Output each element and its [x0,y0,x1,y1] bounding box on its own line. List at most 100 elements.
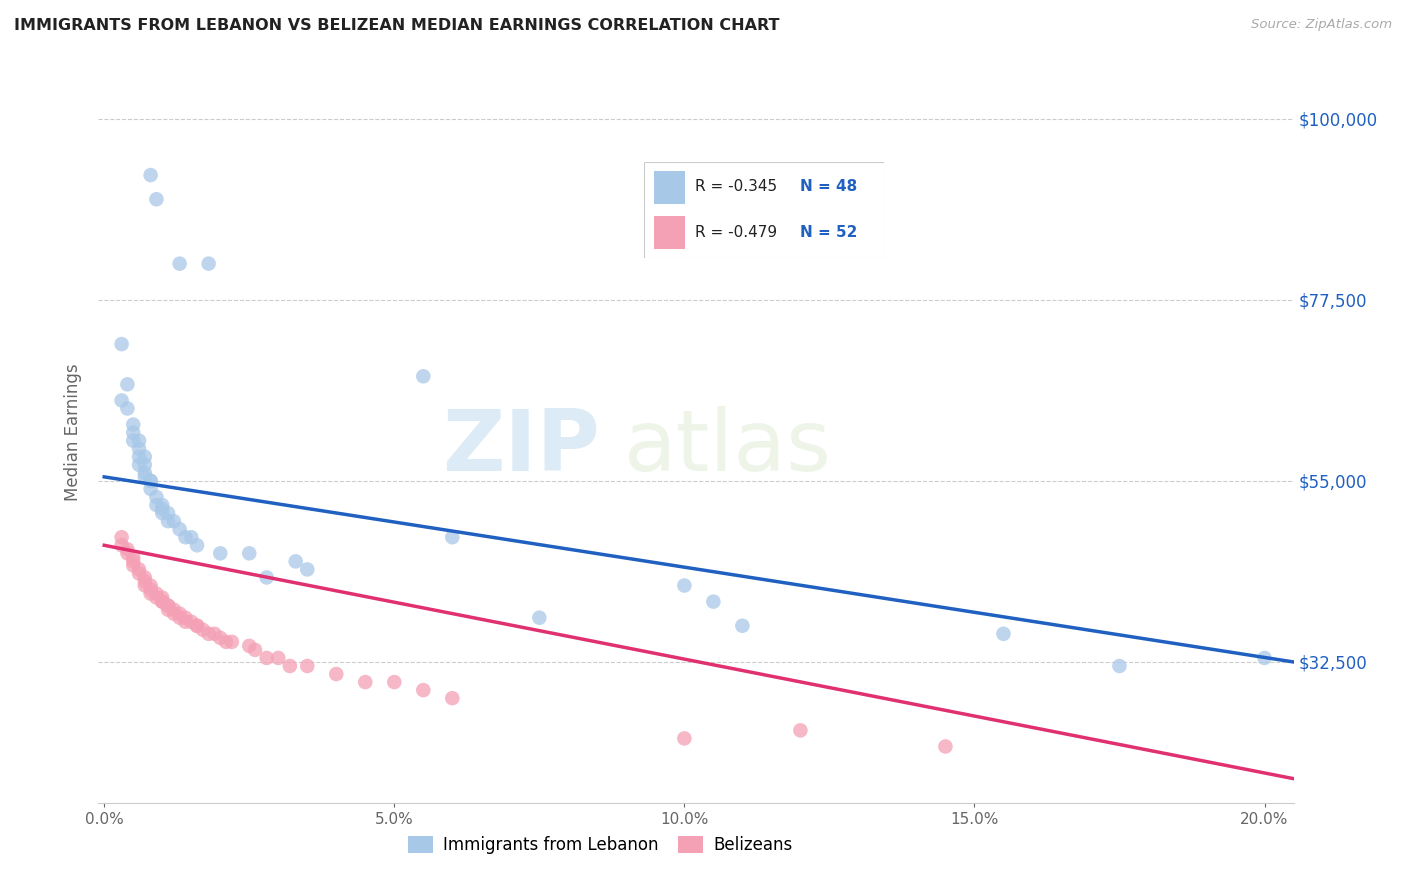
Point [221,635,243,649]
Point [122,558,145,573]
Text: N = 52: N = 52 [800,225,858,240]
Point [209,631,232,645]
Point [1253,651,1275,665]
Point [441,530,464,544]
Text: N = 48: N = 48 [800,179,858,194]
Point [111,530,134,544]
Point [284,554,307,568]
Point [1108,659,1130,673]
Point [163,607,186,621]
Text: ZIP: ZIP [443,406,600,489]
Point [163,514,186,528]
Point [111,393,134,408]
Point [673,578,696,592]
Point [128,434,150,448]
Point [186,619,208,633]
Point [145,586,167,600]
Point [297,659,319,673]
Point [238,546,260,560]
Text: atlas: atlas [624,406,832,489]
Point [145,490,167,504]
FancyBboxPatch shape [654,216,685,250]
Point [134,570,156,584]
Point [111,337,134,351]
Point [134,450,156,464]
Legend: Immigrants from Lebanon, Belizeans: Immigrants from Lebanon, Belizeans [401,830,800,861]
FancyBboxPatch shape [654,170,685,204]
FancyBboxPatch shape [644,162,884,258]
Point [117,377,139,392]
Point [150,591,173,605]
Point [215,635,238,649]
Point [163,602,186,616]
Point [134,458,156,472]
Point [139,582,162,597]
Point [145,591,167,605]
Point [354,675,377,690]
Point [117,546,139,560]
Point [157,599,180,613]
Point [702,594,724,608]
Point [673,731,696,746]
Point [139,168,162,182]
Point [128,442,150,456]
Point [122,434,145,448]
Point [111,538,134,552]
Point [134,578,156,592]
Point [117,401,139,416]
Point [139,482,162,496]
Point [197,627,219,641]
Point [117,542,139,557]
Point [169,522,191,536]
Point [174,615,197,629]
Point [297,562,319,576]
Point [128,562,150,576]
Point [529,610,551,624]
Point [134,466,156,480]
Point [441,691,464,706]
Point [145,192,167,206]
Point [139,586,162,600]
Point [238,639,260,653]
Point [134,470,156,484]
Point [122,417,145,432]
Point [256,570,278,584]
Point [325,667,347,681]
Point [139,578,162,592]
Point [180,615,202,629]
Point [243,643,266,657]
Point [157,599,180,613]
Point [169,257,191,271]
Text: Source: ZipAtlas.com: Source: ZipAtlas.com [1251,18,1392,31]
Point [150,502,173,516]
Point [169,610,191,624]
Point [128,566,150,581]
Point [209,546,232,560]
Point [139,474,162,488]
Point [186,538,208,552]
Point [122,550,145,565]
Point [934,739,956,754]
Point [145,498,167,512]
Point [789,723,811,738]
Point [150,498,173,512]
Point [382,675,405,690]
Point [122,425,145,440]
Point [186,619,208,633]
Point [157,514,180,528]
Point [731,619,754,633]
Point [174,530,197,544]
Text: R = -0.479: R = -0.479 [695,225,776,240]
Point [134,574,156,589]
Point [267,651,290,665]
Point [412,683,434,698]
Point [180,530,202,544]
Point [157,602,180,616]
Point [128,458,150,472]
Point [278,659,301,673]
Point [139,474,162,488]
Point [150,594,173,608]
Y-axis label: Median Earnings: Median Earnings [65,364,83,501]
Point [157,506,180,520]
Point [256,651,278,665]
